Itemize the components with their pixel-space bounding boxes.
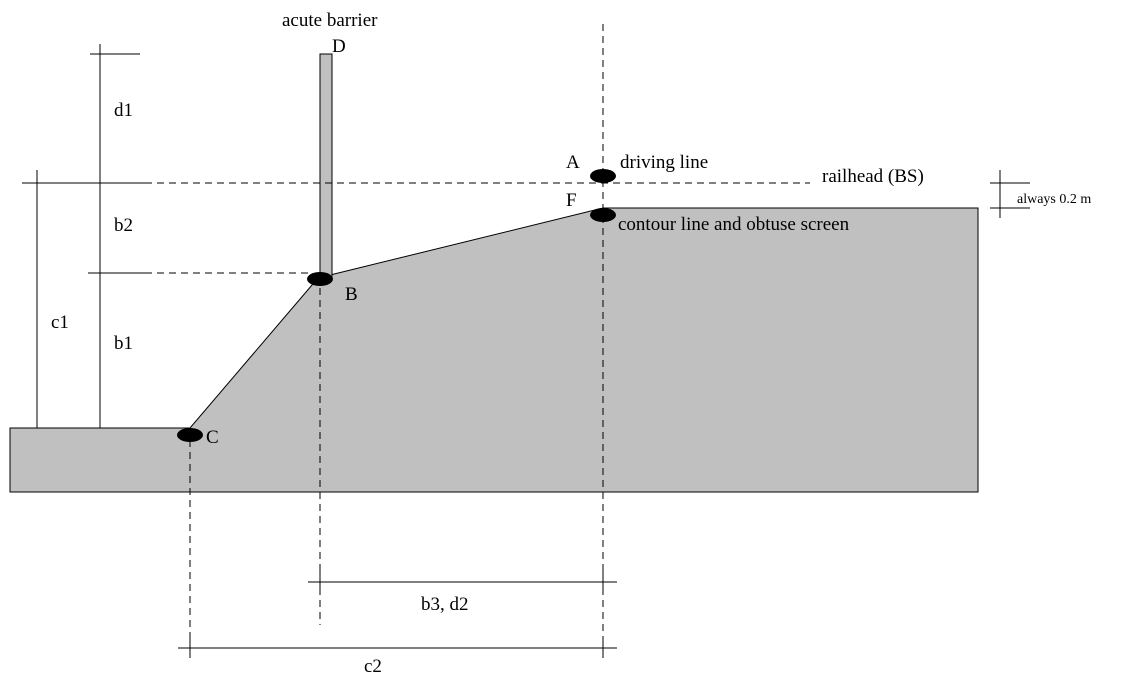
d1-label: d1 [114,100,133,121]
point-b-marker [307,272,333,286]
acute-barrier-post [319,53,333,279]
driving-line-label: driving line [620,152,708,173]
c2-label: c2 [364,656,382,677]
point-a-label: A [566,152,580,173]
point-c-label: C [206,427,219,448]
railhead-label: railhead (BS) [822,166,924,187]
b2-label: b2 [114,215,133,236]
contour-line-label: contour line and obtuse screen [618,214,850,235]
point-c-marker [177,428,203,442]
c1-label: c1 [51,312,69,333]
point-f-marker [590,208,616,222]
point-b-label: B [345,284,358,305]
point-f-label: F [566,190,577,211]
b3-d2-label: b3, d2 [421,594,469,615]
acute-barrier-label: acute barrier [282,10,378,31]
always-label: always 0.2 m [1017,192,1091,207]
point-d-label: D [332,36,346,57]
b1-label: b1 [114,333,133,354]
point-a-marker [590,169,616,183]
embankment-shape [9,207,979,493]
